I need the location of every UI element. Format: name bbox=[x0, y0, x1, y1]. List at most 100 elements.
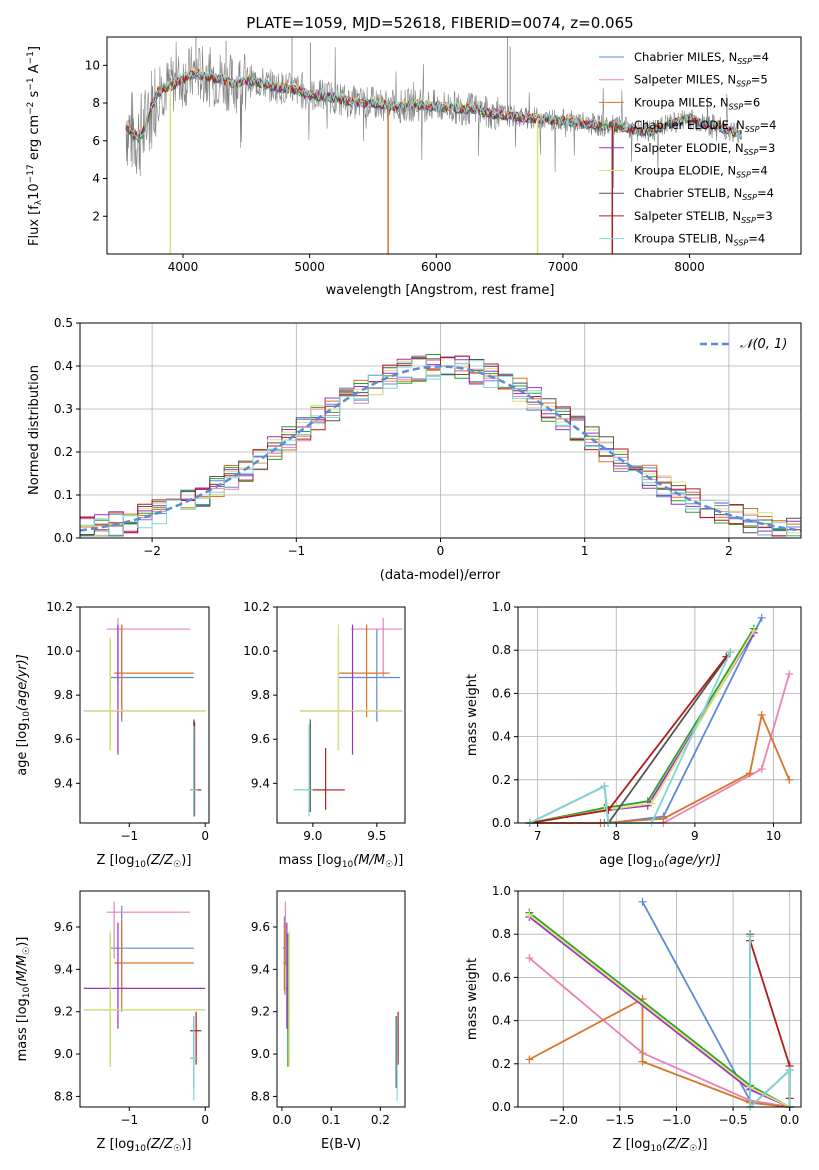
y-tick-label: 0.4 bbox=[54, 359, 73, 373]
mw-age-y-label: mass weight bbox=[465, 674, 480, 756]
x-tick-label: 0.0 bbox=[780, 1113, 799, 1127]
age-vs-metallicity-panel: −1 0 9.4 9.6 9.8 10.0 10.2 Z [log10(Z/Z☉)] ag… bbox=[15, 600, 210, 870]
x-tick-label: −1 bbox=[120, 1113, 138, 1127]
age-z-x-ticks: −1 0 bbox=[120, 823, 209, 843]
mass-z-frame bbox=[79, 890, 210, 1108]
mass-z-x-ticks: −1 0 bbox=[120, 1107, 209, 1127]
histogram-y-ticks: 0.0 0.1 0.2 0.3 0.4 0.5 bbox=[54, 316, 80, 545]
observed-spectrum-line bbox=[125, 41, 742, 189]
histogram-legend: 𝒩(0, 1) bbox=[700, 337, 787, 352]
y-tick-label: 8 bbox=[92, 96, 100, 110]
mw-age-plot-area bbox=[525, 613, 794, 827]
age-vs-mass-panel: 9.0 9.5 9.4 9.6 9.8 10.0 10.2 mass [log10(M/M… bbox=[243, 600, 406, 870]
age-mass-y-ticks: 9.4 9.6 9.8 10.0 10.2 bbox=[243, 600, 277, 790]
mass-ebv-frame bbox=[276, 890, 406, 1108]
y-tick-label: 0.3 bbox=[54, 402, 73, 416]
x-tick-label: 6000 bbox=[421, 260, 452, 274]
series-line-krou_stelib bbox=[529, 652, 732, 824]
y-tick-label: 0.5 bbox=[54, 316, 73, 330]
y-tick-label: 0.6 bbox=[492, 686, 511, 700]
legend-label-chab_miles: Chabrier MILES, NSSP=4 bbox=[634, 50, 769, 66]
x-tick-label: 0.0 bbox=[272, 1113, 291, 1127]
mw-age-y-ticks: 0.0 0.2 0.4 0.6 0.8 1.0 bbox=[492, 600, 518, 830]
spectrum-plot-area bbox=[125, 37, 742, 254]
y-tick-label: 9.2 bbox=[54, 1005, 73, 1019]
y-tick-label: 10.0 bbox=[243, 644, 270, 658]
mw-age-x-label: age [log10(age/yr)] bbox=[599, 853, 721, 870]
mass-z-plot-area bbox=[83, 901, 206, 1101]
y-tick-label: 1.0 bbox=[492, 600, 511, 614]
y-tick-label: 8.8 bbox=[251, 1089, 270, 1103]
x-tick-label: −2.0 bbox=[549, 1113, 578, 1127]
x-tick-label: 5000 bbox=[294, 260, 325, 274]
age-mass-x-ticks: 9.0 9.5 bbox=[303, 823, 386, 843]
y-tick-label: 0.8 bbox=[492, 643, 511, 657]
x-tick-label: −1.0 bbox=[662, 1113, 691, 1127]
y-tick-label: 9.6 bbox=[251, 732, 270, 746]
age-mass-frame bbox=[276, 606, 406, 824]
y-tick-label: 9.6 bbox=[251, 920, 270, 934]
mw-z-x-label: Z [log10(Z/Z☉)] bbox=[613, 1137, 708, 1154]
y-tick-label: 6 bbox=[92, 134, 100, 148]
mw-z-y-ticks: 0.0 0.2 0.4 0.6 0.8 1.0 bbox=[492, 884, 518, 1114]
y-tick-label: 1.0 bbox=[492, 884, 511, 898]
x-tick-label: 2 bbox=[725, 544, 733, 558]
y-tick-label: 9.0 bbox=[54, 1047, 73, 1061]
y-tick-label: 0.0 bbox=[492, 1100, 511, 1114]
y-tick-label: 9.6 bbox=[54, 920, 73, 934]
x-tick-label: 7000 bbox=[548, 260, 579, 274]
series-line-salp_stelib bbox=[529, 656, 728, 824]
y-tick-label: 9.4 bbox=[251, 776, 270, 790]
y-tick-label: 9.6 bbox=[54, 732, 73, 746]
mass-ebv-x-label: E(B-V) bbox=[321, 1137, 361, 1152]
x-tick-label: 9.5 bbox=[367, 829, 386, 843]
spectrum-frame bbox=[106, 36, 802, 255]
x-tick-label: −2 bbox=[143, 544, 161, 558]
spectrum-title: PLATE=1059, MJD=52618, FIBERID=0074, z=0… bbox=[246, 14, 633, 32]
mass-vs-metallicity-panel: −1 0 8.8 9.0 9.2 9.4 9.6 Z [log10(Z/Z☉)] mass… bbox=[15, 890, 210, 1154]
mass-z-y-label: mass [log10(M/M☉)] bbox=[15, 937, 32, 1062]
series-line-krou_elodie bbox=[529, 630, 755, 824]
spectrum-x-ticks: 4000 5000 6000 7000 8000 bbox=[168, 254, 705, 274]
residual-histogram-panel: −2 −1 0 1 2 0.0 0.1 0.2 0.3 0.4 0.5 (data-model)/… bbox=[27, 316, 802, 583]
legend-label-chab_elodie: Chabrier ELODIE, NSSP=4 bbox=[634, 118, 776, 134]
x-tick-label: 7 bbox=[534, 829, 542, 843]
mass-ebv-x-ticks: 0.0 0.1 0.2 bbox=[272, 1107, 390, 1127]
age-z-frame bbox=[79, 606, 210, 824]
y-tick-label: 0.0 bbox=[492, 816, 511, 830]
y-tick-label: 9.0 bbox=[251, 1047, 270, 1061]
age-z-y-label: age [log10(age/yr)] bbox=[15, 654, 32, 776]
mass-ebv-y-ticks: 8.8 9.0 9.2 9.4 9.6 bbox=[251, 920, 277, 1103]
mass-ebv-plot-area bbox=[282, 901, 399, 1101]
x-tick-label: −0.5 bbox=[719, 1113, 748, 1127]
age-mass-plot-area bbox=[293, 618, 403, 817]
histogram-step-salp_stelib bbox=[80, 355, 801, 537]
age-z-x-label: Z [log10(Z/Z☉)] bbox=[97, 853, 192, 870]
y-tick-label: 0.0 bbox=[54, 531, 73, 545]
y-tick-label: 0.2 bbox=[54, 445, 73, 459]
mass-z-x-label: Z [log10(Z/Z☉)] bbox=[97, 1137, 192, 1154]
legend-label-krou_elodie: Kroupa ELODIE, NSSP=4 bbox=[634, 164, 768, 180]
legend-label-salp_elodie: Salpeter ELODIE, NSSP=3 bbox=[634, 141, 775, 157]
x-tick-label: −1.5 bbox=[605, 1113, 634, 1127]
spectrum-y-ticks: 2 4 6 8 10 bbox=[85, 58, 107, 223]
y-tick-label: 10.2 bbox=[46, 600, 73, 614]
x-tick-label: 0.2 bbox=[371, 1113, 390, 1127]
x-tick-label: 4000 bbox=[168, 260, 199, 274]
series-line-salp_miles bbox=[529, 673, 791, 824]
x-tick-label: 9 bbox=[691, 829, 699, 843]
mw-age-x-ticks: 7 8 9 10 bbox=[534, 823, 781, 843]
y-tick-label: 0.4 bbox=[492, 730, 511, 744]
series-line-chab_stelib bbox=[529, 651, 732, 826]
histogram-x-label: (data-model)/error bbox=[380, 568, 501, 583]
mw-age-frame bbox=[517, 606, 802, 824]
mw-z-frame bbox=[517, 890, 802, 1108]
spectrum-y-label: Flux [fλ10−17 erg cm−2 s−1 A−1] bbox=[26, 46, 44, 246]
x-tick-label: 1 bbox=[581, 544, 589, 558]
gaussian-reference-curve bbox=[79, 365, 802, 532]
legend-label-krou_stelib: Kroupa STELIB, NSSP=4 bbox=[634, 232, 765, 248]
y-tick-label: 10 bbox=[85, 58, 100, 72]
series-line-krou_stelib bbox=[749, 936, 791, 1110]
y-tick-label: 0.1 bbox=[54, 488, 73, 502]
